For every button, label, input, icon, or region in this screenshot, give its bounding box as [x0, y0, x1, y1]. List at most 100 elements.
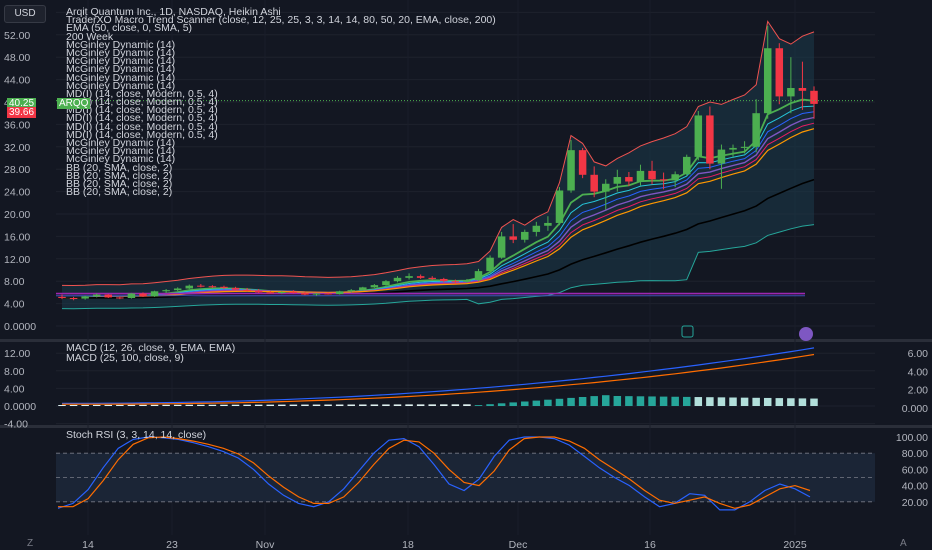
candle-body	[208, 286, 217, 288]
candle-body	[729, 147, 737, 150]
candle-body	[625, 177, 633, 182]
indicator-legend-item: McGinley Dynamic (14)	[66, 145, 176, 158]
macd-right-tick: 0.000	[902, 403, 928, 415]
candle-body	[393, 277, 402, 282]
macd-histogram-bar	[798, 398, 807, 406]
candle-body	[185, 285, 194, 289]
candle-body	[602, 183, 610, 192]
price-tick-label: 28.00	[4, 164, 30, 176]
candle-body	[312, 293, 321, 295]
candle-body	[474, 271, 483, 281]
time-tick-label: Dec	[509, 539, 528, 550]
macd-histogram-bar	[58, 405, 66, 406]
candle-body	[775, 48, 784, 97]
price-tick-label: 16.00	[4, 231, 30, 243]
macd-histogram-bar	[428, 404, 436, 406]
macd-histogram-bar	[648, 396, 656, 406]
stoch-rsi-tick: 80.00	[902, 448, 928, 460]
macd-histogram-bar	[497, 403, 506, 406]
macd-signal-line	[62, 353, 815, 405]
macd-histogram-bar	[740, 397, 749, 406]
candle-body	[92, 294, 101, 297]
indicator-legend-item: MD(I) (14, close, Modern, 0.5, 4)	[66, 112, 218, 125]
indicator-list: TraderXO Macro Trend Scanner (close, 12,…	[66, 15, 496, 198]
candle-body	[752, 113, 760, 147]
stoch-rsi-legend: Stoch RSI (3, 3, 14, 14, close)	[66, 429, 207, 441]
indicator-legend-item: BB (20, SMA, close, 2)	[66, 177, 173, 190]
candle-body	[428, 277, 436, 279]
macd-histogram-bar	[555, 398, 564, 406]
candle-body	[463, 280, 471, 282]
price-tick-label: 4.00	[4, 299, 25, 311]
candle-body	[567, 150, 575, 191]
macd-histogram-bar	[682, 396, 691, 406]
macd-right-tick: 4.00	[908, 366, 929, 378]
candle-body	[682, 156, 691, 175]
macd-histogram-bar	[150, 404, 159, 406]
bollinger-lower-line	[61, 224, 815, 310]
macd-histogram-bar	[659, 396, 668, 406]
macd-right-tick: 2.00	[908, 385, 929, 397]
time-tick-label: 23	[166, 539, 178, 550]
stoch-rsi-tick: 100.00	[896, 432, 928, 444]
stoch-rsi-k-line	[57, 436, 811, 511]
candle-body	[671, 174, 679, 181]
macd-histogram-bar	[127, 404, 136, 406]
price-tick-label: 48.00	[4, 52, 30, 64]
macd-histogram-bar	[763, 397, 772, 406]
macd-histogram-bar	[92, 404, 101, 406]
macd-histogram-bar	[625, 396, 633, 406]
macd-histogram-bar	[312, 404, 321, 406]
macd-histogram-bar	[706, 397, 714, 406]
candle-body	[648, 170, 656, 180]
bollinger-band-fill	[62, 21, 814, 309]
candle-body	[810, 90, 818, 104]
open-price-tag: 39.66	[7, 107, 37, 118]
macd-histogram-bar	[590, 396, 598, 406]
candle-body	[335, 291, 344, 295]
price-tick-label: 52.00	[4, 30, 30, 42]
price-tick-label: 32.00	[4, 142, 30, 154]
indicator-legend-item: MD(I) (14, close, Modern, 0.5, 4)	[66, 120, 218, 133]
pane-separator	[0, 339, 932, 342]
candle-body	[347, 290, 355, 292]
macd-histogram-bar	[69, 404, 78, 406]
zoom-right-button[interactable]: A	[900, 538, 907, 549]
candle-body	[278, 291, 286, 293]
currency-selector[interactable]: USD	[4, 5, 46, 23]
macd-histogram-bar	[393, 404, 402, 406]
price-tick-label: 8.00	[4, 276, 25, 288]
candle-body	[555, 190, 564, 223]
time-tick-label: 14	[82, 539, 94, 550]
macd-histogram-bar	[139, 404, 147, 406]
zoom-left-button[interactable]: Z	[27, 538, 34, 549]
indicator-legend-item: McGinley Dynamic (14)	[66, 71, 176, 84]
macd-histogram-bar	[162, 404, 170, 406]
macd-histogram-bar	[370, 404, 379, 406]
indicator-legend-item: McGinley Dynamic (14)	[66, 153, 176, 166]
macd-histogram-bar	[636, 396, 645, 406]
macd-histogram-bar	[185, 404, 194, 406]
candle-body	[324, 293, 332, 295]
candle-body	[486, 257, 494, 272]
candle-body	[440, 278, 448, 282]
macd-histogram-bar	[116, 404, 124, 406]
macd-histogram-bar	[509, 402, 517, 406]
indicator-legend-item: McGinley Dynamic (14)	[66, 79, 176, 92]
indicator-legend-item: McGinley Dynamic (14)	[66, 55, 176, 68]
macd-left-tick: -4.00	[4, 419, 28, 431]
price-tick-label: 44.00	[4, 75, 30, 87]
price-legend: Arqit Quantum Inc., 1D, NASDAQ, Heikin A…	[66, 7, 496, 198]
candle-body	[231, 287, 240, 290]
indicator-legend-item: McGinley Dynamic (14)	[66, 38, 176, 51]
macd-histogram-bar	[359, 404, 367, 406]
candle-body	[544, 222, 552, 226]
candle-body	[382, 281, 390, 286]
time-tick-label: Nov	[256, 539, 275, 550]
candle-body	[127, 293, 136, 298]
macd-histogram-bar	[301, 404, 309, 406]
macd-histogram-bar	[324, 404, 332, 406]
candle-body	[497, 236, 506, 258]
indicator-legend-item: 200 Week	[66, 30, 114, 43]
macd-histogram-bar	[81, 404, 89, 406]
